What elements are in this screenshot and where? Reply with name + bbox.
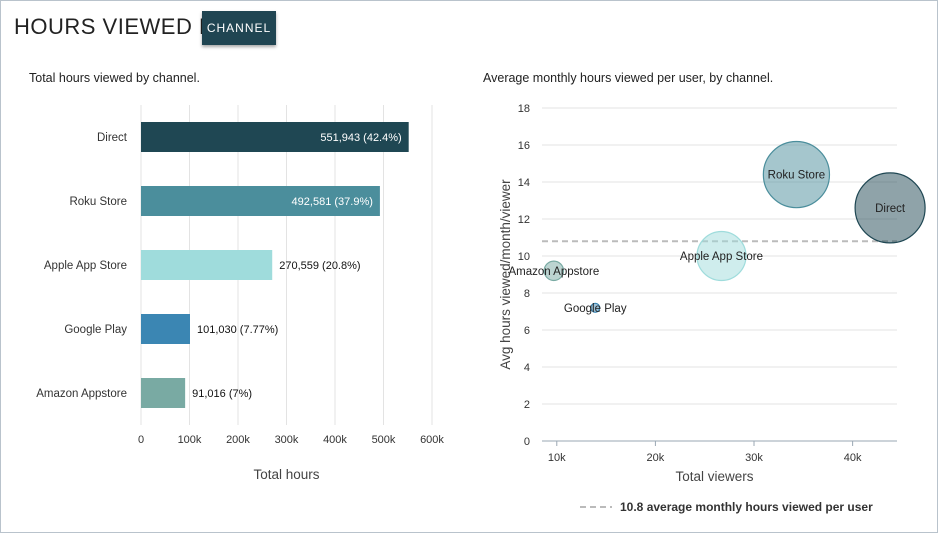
bubble-y-tick-label: 6 — [524, 325, 530, 337]
bar-category-label: Direct — [97, 132, 128, 144]
bar-chart: 0 100k 200k 300k 400k 500k 600k Direct 551,943 (… — [36, 105, 444, 482]
bar-roku-store — [141, 186, 380, 216]
bar-amazon-appstore — [141, 378, 186, 408]
bubble-y-tick-label: 8 — [524, 288, 530, 300]
page-title: HOURS VIEWED BY — [14, 14, 230, 39]
bubble-x-axis-label: Total viewers — [675, 469, 753, 484]
bubble-google-play — [590, 302, 601, 313]
bubble-chart: 0 2 4 6 8 10 12 14 16 18 10k 20k 30k 40k Direct Roku St… — [498, 103, 926, 514]
bar-x-tick-label: 400k — [323, 434, 347, 446]
channel-dimension-button[interactable]: CHANNEL — [202, 11, 276, 45]
bubble-x-tick-label: 10k — [548, 452, 566, 464]
bubble-amazon-appstore — [543, 260, 565, 282]
bar-x-tick-label: 0 — [138, 434, 144, 446]
bubble-apple-app-store — [696, 230, 747, 282]
bubble-y-tick-label: 14 — [518, 177, 530, 189]
bubble-label: Amazon Appstore — [508, 266, 599, 278]
bar-x-tick-label: 600k — [420, 434, 444, 446]
bar-x-tick-label: 200k — [226, 434, 250, 446]
bar-chart-title: Total hours viewed by channel. — [29, 71, 200, 85]
bubble-y-tick-label: 2 — [524, 399, 530, 411]
bubble-y-tick-label: 16 — [518, 140, 530, 152]
bubble-chart-title: Average monthly hours viewed per user, b… — [483, 71, 774, 85]
bar-data-label: 492,581 (37.9%) — [292, 196, 373, 208]
bar-direct — [141, 122, 409, 152]
bubble-x-tick-label: 20k — [647, 452, 665, 464]
bubble-direct — [854, 172, 926, 244]
bubble-y-tick-label: 18 — [518, 103, 530, 115]
bar-data-label: 270,559 (20.8%) — [279, 260, 360, 272]
bar-category-label: Google Play — [64, 324, 127, 336]
bubble-x-tick-label: 40k — [844, 452, 862, 464]
bubble-x-tick-label: 30k — [745, 452, 763, 464]
bubble-label: Google Play — [564, 303, 627, 315]
bar-x-tick-label: 300k — [275, 434, 299, 446]
bubble-label: Direct — [875, 203, 906, 215]
bar-apple-app-store — [141, 250, 273, 280]
bubble-label: Apple App Store — [680, 251, 763, 263]
bubble-y-tick-label: 4 — [524, 362, 530, 374]
bubble-label: Roku Store — [768, 170, 826, 182]
bubble-y-axis-label: Avg hours viewed/month/viewer — [498, 179, 513, 370]
bar-x-tick-label: 100k — [178, 434, 202, 446]
bar-data-label: 551,943 (42.4%) — [320, 132, 401, 144]
bar-data-label: 91,016 (7%) — [192, 388, 252, 400]
bar-x-tick-label: 500k — [372, 434, 396, 446]
bar-data-label: 101,030 (7.77%) — [197, 324, 278, 336]
bubble-y-tick-label: 12 — [518, 214, 530, 226]
bar-category-label: Amazon Appstore — [36, 388, 127, 400]
legend-average-label: 10.8 average monthly hours viewed per us… — [620, 500, 873, 514]
bubble-roku-store — [762, 140, 831, 209]
bar-category-label: Apple App Store — [44, 260, 127, 272]
bubble-y-tick-label: 10 — [518, 251, 530, 263]
bubble-y-tick-label: 0 — [524, 436, 530, 448]
bar-category-label: Roku Store — [69, 196, 127, 208]
bar-google-play — [141, 314, 190, 344]
bar-x-axis-label: Total hours — [253, 467, 319, 482]
